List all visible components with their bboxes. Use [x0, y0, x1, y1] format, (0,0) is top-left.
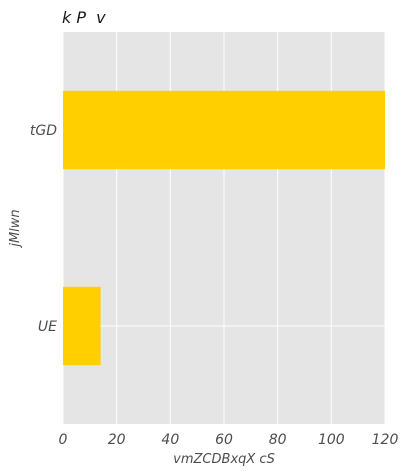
- tick-labels: 0 20 40 60 80 100 120 tGD UE: [30, 123, 399, 448]
- x-tick-label: 120: [372, 432, 399, 448]
- x-tick-label: 100: [318, 432, 345, 448]
- x-tick-label: 0: [59, 432, 68, 448]
- x-axis-label: vmZCDBxqX cS: [173, 452, 275, 467]
- y-tick-label: tGD: [30, 123, 57, 139]
- y-tick-label: UE: [38, 319, 57, 335]
- x-tick-label: 60: [215, 432, 233, 448]
- x-tick-label: 40: [161, 432, 179, 448]
- bars: [63, 90, 385, 366]
- bar-UE: [63, 286, 101, 366]
- chart-title: k P v: [62, 8, 106, 27]
- x-tick-label: 80: [269, 432, 287, 448]
- bar-tGD: [63, 90, 385, 170]
- x-tick-label: 20: [108, 432, 126, 448]
- y-axis-label: jMlwn: [8, 209, 23, 248]
